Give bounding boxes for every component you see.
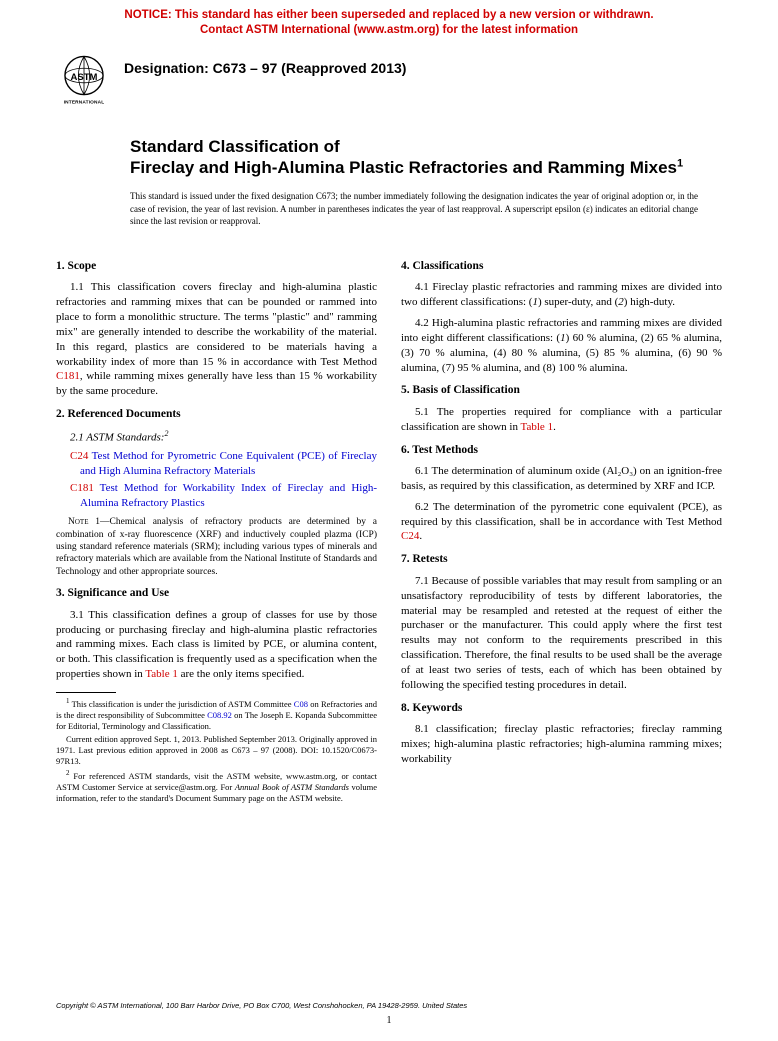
link-c08[interactable]: C08 — [294, 699, 308, 709]
body-columns: 1. Scope 1.1 This classification covers … — [0, 227, 778, 806]
ref-c24[interactable]: C24 Test Method for Pyrometric Cone Equi… — [56, 449, 377, 479]
title-line2: Fireclay and High-Alumina Plastic Refrac… — [130, 158, 677, 177]
note-1: Note 1—Chemical analysis of refractory p… — [56, 516, 377, 578]
section-4-head: 4. Classifications — [401, 259, 722, 275]
para-5-1: 5.1 The properties required for complian… — [401, 405, 722, 435]
issue-note: This standard is issued under the fixed … — [130, 190, 698, 226]
header-row: ASTM INTERNATIONAL Designation: C673 – 9… — [0, 42, 778, 108]
link-table1-a[interactable]: Table 1 — [145, 668, 178, 680]
astm-logo: ASTM INTERNATIONAL — [56, 52, 112, 108]
para-7-1: 7.1 Because of possible variables that m… — [401, 574, 722, 693]
footnote-rule — [56, 692, 116, 693]
footnote-1: 1 This classification is under the juris… — [56, 697, 377, 732]
link-table1-b[interactable]: Table 1 — [521, 421, 554, 433]
section-5-head: 5. Basis of Classification — [401, 383, 722, 399]
para-8-1: 8.1 classification; fireclay plastic ref… — [401, 722, 722, 767]
notice-banner: NOTICE: This standard has either been su… — [0, 0, 778, 42]
designation: Designation: C673 – 97 (Reapproved 2013) — [124, 59, 406, 78]
title-super: 1 — [677, 157, 683, 169]
notice-line1: NOTICE: This standard has either been su… — [124, 9, 653, 21]
section-1-head: 1. Scope — [56, 259, 377, 275]
link-c08-92[interactable]: C08.92 — [207, 710, 232, 720]
page-number: 1 — [387, 1014, 392, 1028]
para-6-1: 6.1 The determination of aluminum oxide … — [401, 464, 722, 494]
svg-text:INTERNATIONAL: INTERNATIONAL — [64, 99, 105, 105]
document-title: Standard Classification of Fireclay and … — [130, 136, 718, 179]
sub-2-1: 2.1 ASTM Standards:2 — [56, 429, 377, 446]
section-2-head: 2. Referenced Documents — [56, 407, 377, 423]
copyright: Copyright © ASTM International, 100 Barr… — [56, 1001, 467, 1011]
para-6-2: 6.2 The determination of the pyrometric … — [401, 500, 722, 545]
svg-text:ASTM: ASTM — [71, 72, 98, 83]
title-line1: Standard Classification of — [130, 137, 340, 156]
para-4-2: 4.2 High-alumina plastic refractories an… — [401, 316, 722, 375]
link-c181[interactable]: C181 — [56, 370, 80, 382]
right-column: 4. Classifications 4.1 Fireclay plastic … — [401, 251, 722, 806]
para-4-1: 4.1 Fireclay plastic refractories and ra… — [401, 280, 722, 310]
para-3-1: 3.1 This classification defines a group … — [56, 608, 377, 682]
link-c24[interactable]: C24 — [401, 530, 419, 542]
para-1-1: 1.1 This classification covers fireclay … — [56, 280, 377, 399]
ref-c181[interactable]: C181 Test Method for Workability Index o… — [56, 481, 377, 511]
left-column: 1. Scope 1.1 This classification covers … — [56, 251, 377, 806]
section-8-head: 8. Keywords — [401, 701, 722, 717]
notice-line2: Contact ASTM International (www.astm.org… — [200, 24, 578, 36]
section-7-head: 7. Retests — [401, 552, 722, 568]
section-3-head: 3. Significance and Use — [56, 586, 377, 602]
section-6-head: 6. Test Methods — [401, 443, 722, 459]
footnote-2: 2 For referenced ASTM standards, visit t… — [56, 769, 377, 804]
footnote-1-p2: Current edition approved Sept. 1, 2013. … — [56, 734, 377, 767]
